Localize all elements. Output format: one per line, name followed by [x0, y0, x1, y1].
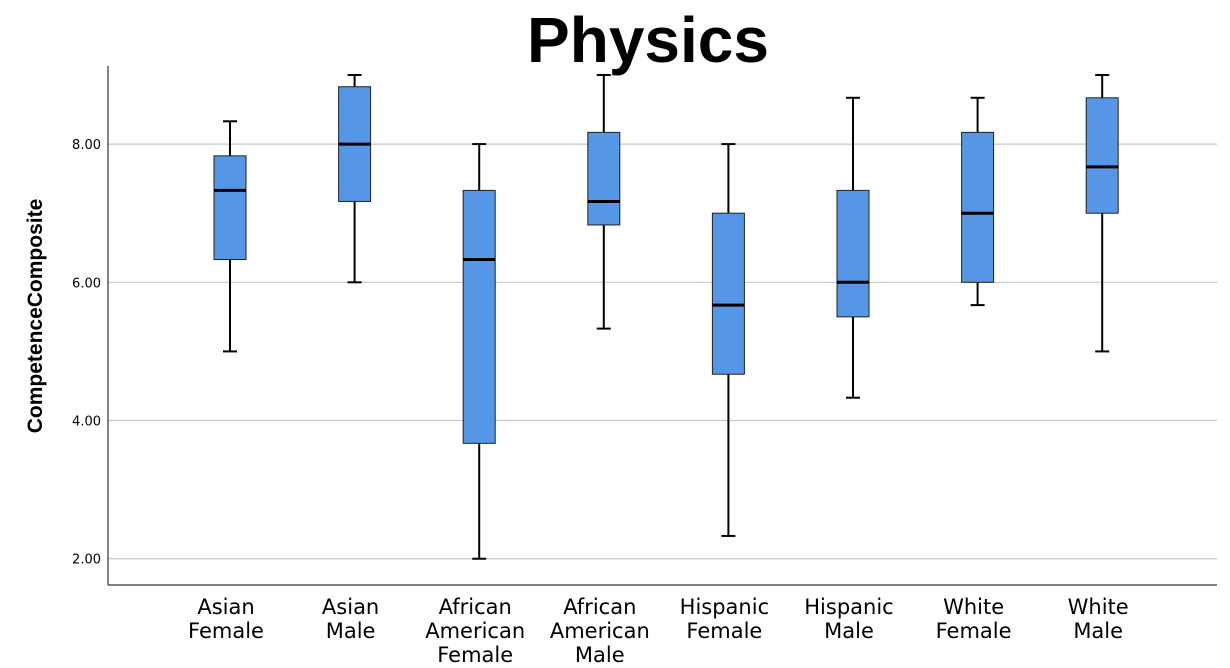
category-label: African American Female: [425, 595, 525, 667]
category-label: Hispanic Male: [804, 595, 893, 643]
category-label-line: African: [563, 595, 636, 619]
y-tick-label: 8.00: [72, 138, 101, 153]
category-label-line: Male: [1073, 619, 1123, 643]
category-label-line: Male: [575, 643, 625, 667]
box-group: [711, 143, 745, 537]
iqr-box: [462, 189, 496, 444]
iqr-box: [1085, 97, 1119, 214]
box-group: [587, 73, 621, 330]
box-group: [836, 96, 870, 399]
y-tick-label: 2.00: [72, 553, 101, 568]
box-group: [213, 120, 247, 353]
category-label-line: Asian: [197, 595, 254, 619]
category-label-line: Hispanic: [680, 595, 769, 619]
box-group: [338, 73, 372, 284]
iqr-box: [836, 189, 870, 318]
category-label-line: African: [439, 595, 512, 619]
category-label-line: American: [550, 619, 650, 643]
iqr-box: [587, 131, 621, 226]
category-label-line: Asian: [322, 595, 379, 619]
gridlines: [108, 143, 1217, 560]
chart-title: Physics: [527, 4, 769, 76]
category-label: Asian Male: [322, 595, 379, 643]
category-label: Asian Female: [188, 595, 264, 643]
category-label: White Male: [1068, 595, 1129, 643]
category-label: African American Male: [550, 595, 650, 667]
y-tick-labels: 2.00 4.00 6.00 8.00: [72, 138, 101, 568]
category-label-line: Female: [686, 619, 762, 643]
axes: [107, 66, 1217, 586]
iqr-box: [961, 131, 995, 283]
category-label-line: Female: [188, 619, 264, 643]
y-tick-label: 4.00: [72, 415, 101, 430]
boxes: [213, 73, 1119, 560]
y-axis-label: CompetenceComposite: [24, 199, 47, 434]
box-group: [462, 143, 496, 560]
y-tick-label: 6.00: [72, 276, 101, 291]
category-label: White Female: [936, 595, 1012, 643]
category-label-line: Female: [936, 619, 1012, 643]
iqr-box: [711, 212, 745, 375]
category-label-line: White: [1068, 595, 1129, 619]
box-group: [1085, 73, 1119, 353]
iqr-box: [213, 155, 247, 261]
category-label-line: American: [425, 619, 525, 643]
category-label-line: Female: [437, 643, 513, 667]
category-label-line: Male: [824, 619, 874, 643]
category-label-line: White: [943, 595, 1004, 619]
category-label: Hispanic Female: [680, 595, 769, 643]
category-label-line: Male: [326, 619, 376, 643]
box-group: [961, 96, 995, 307]
category-label-line: Hispanic: [804, 595, 893, 619]
